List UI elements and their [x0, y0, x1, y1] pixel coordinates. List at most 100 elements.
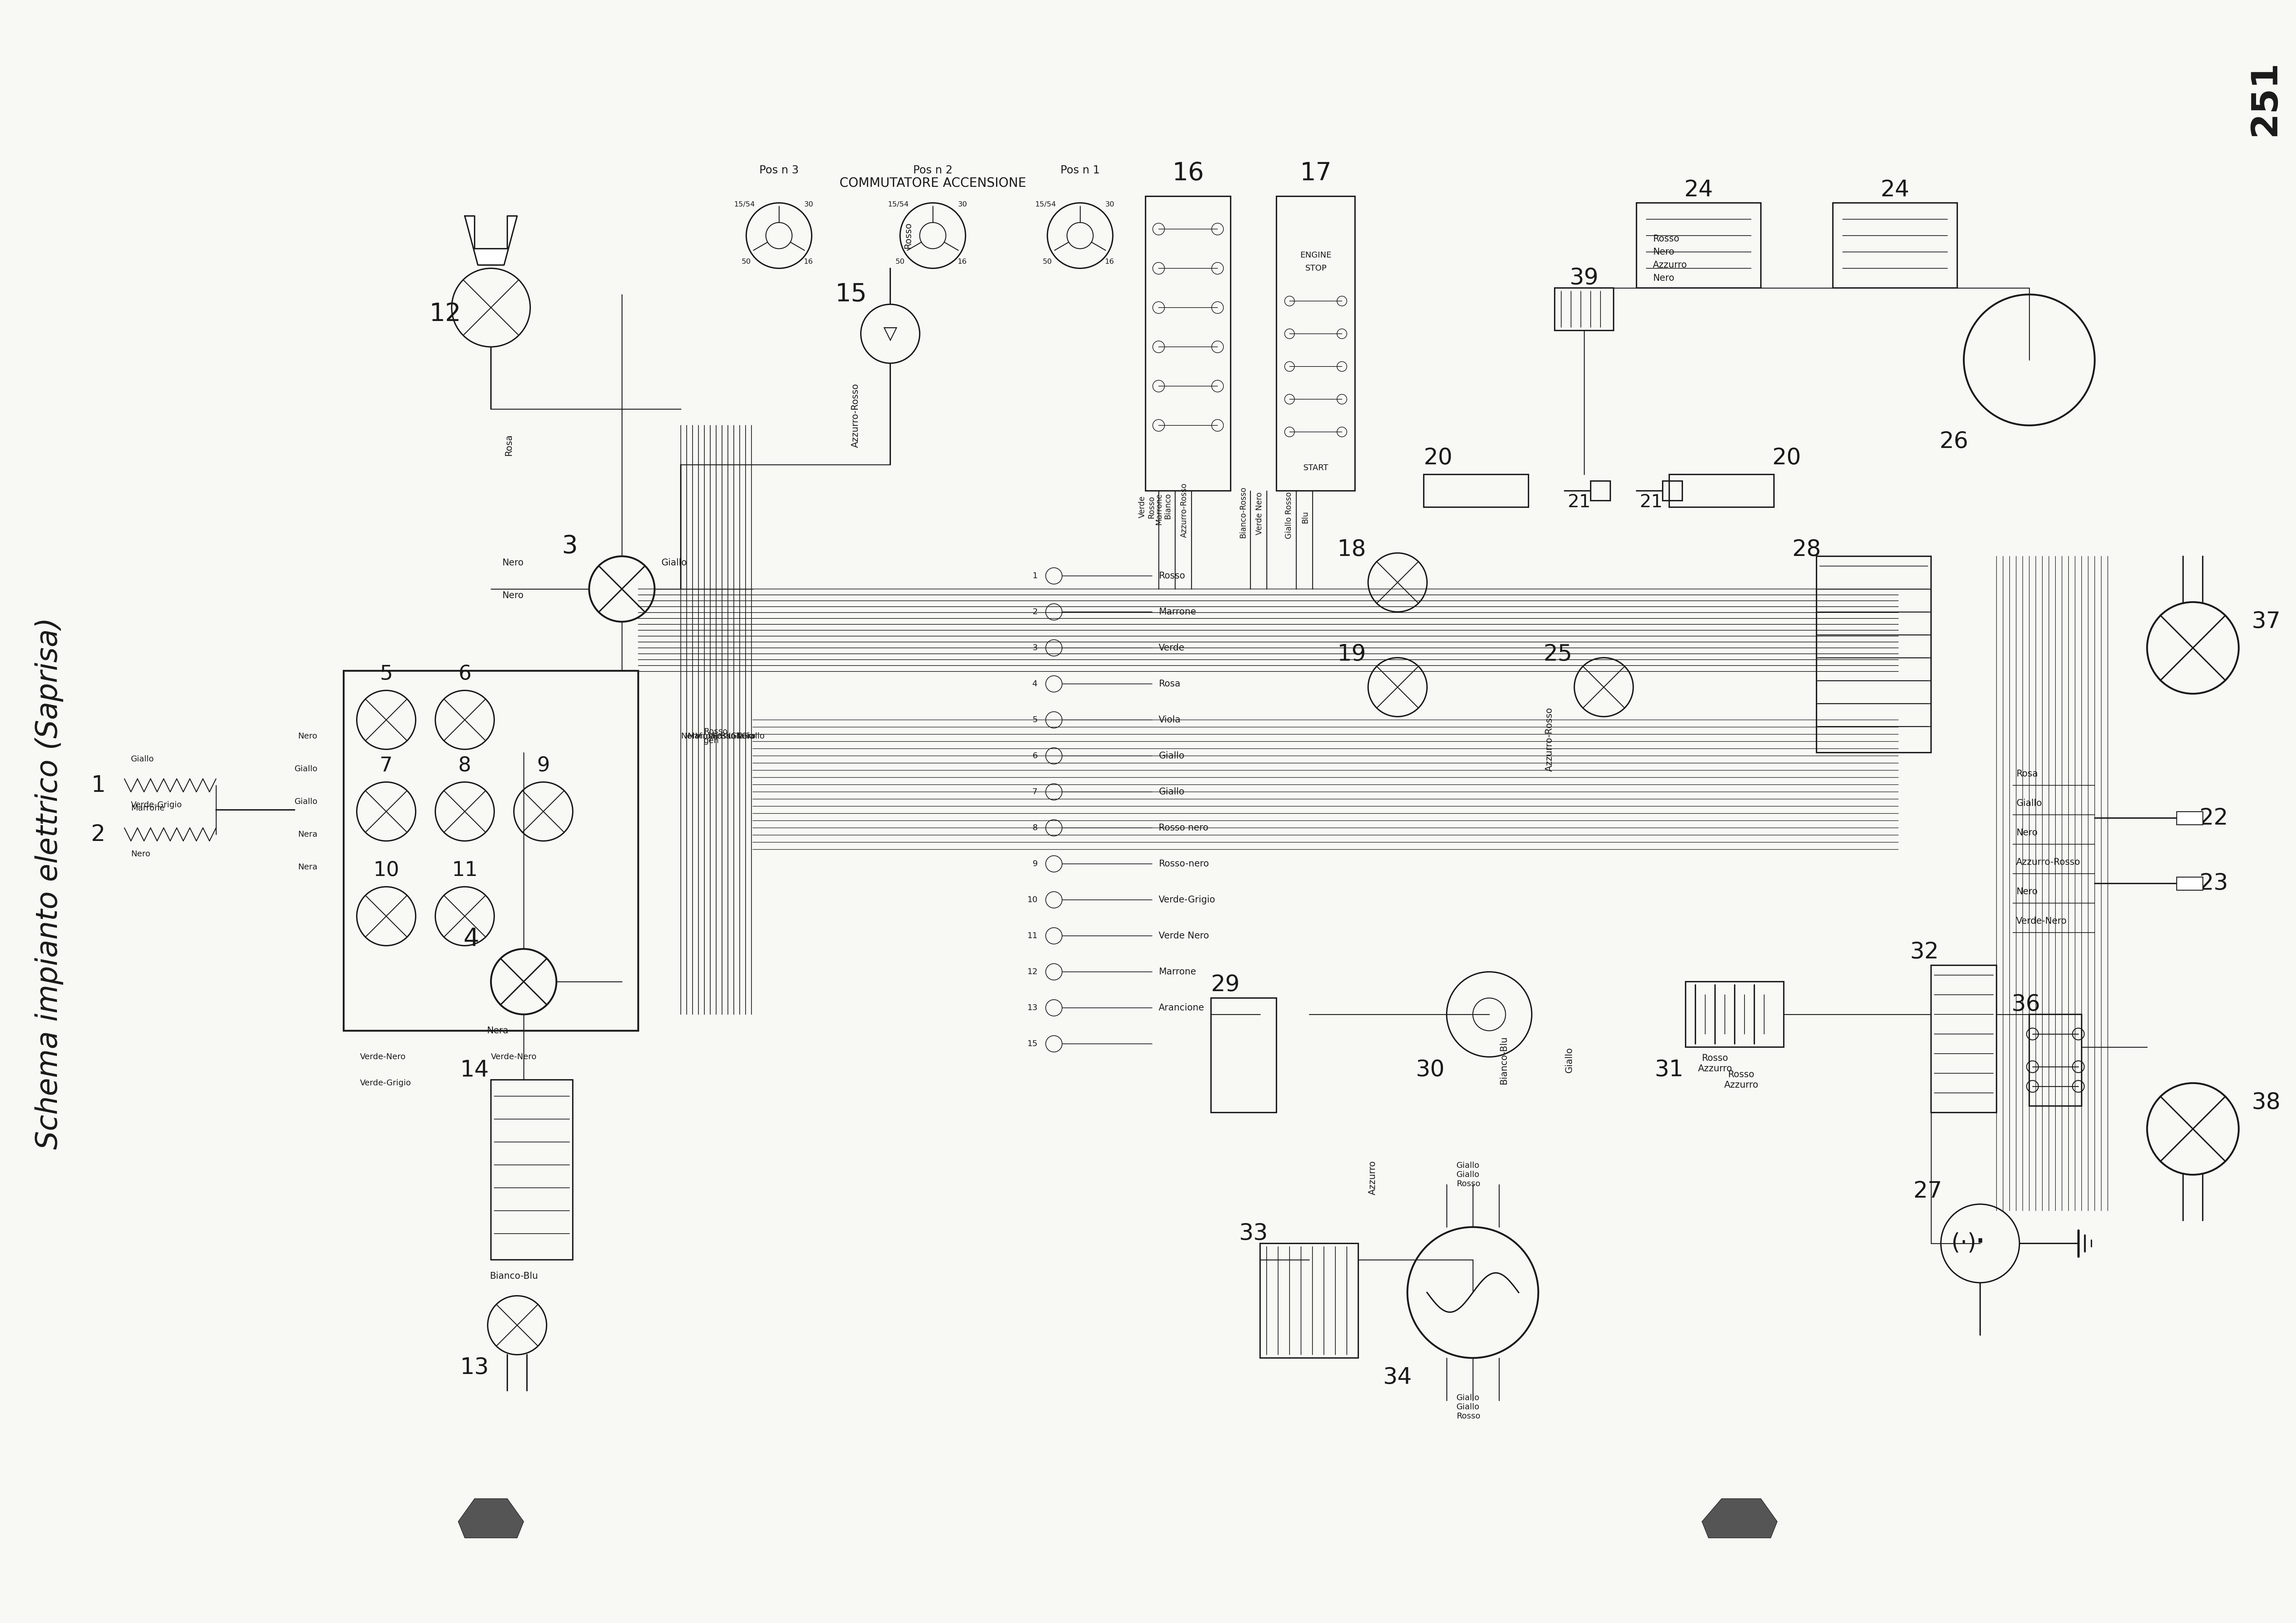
Text: 10: 10	[374, 860, 400, 880]
Text: 13: 13	[1026, 1005, 1038, 1011]
Text: Azzurro-Rosso: Azzurro-Rosso	[1180, 484, 1187, 537]
Text: Rosso: Rosso	[902, 222, 912, 248]
Text: Verde-Nero: Verde-Nero	[491, 1053, 537, 1061]
Bar	[491, 1079, 572, 1259]
Text: Rosa: Rosa	[505, 435, 514, 456]
Text: Rosso
Azzurro: Rosso Azzurro	[1697, 1053, 1731, 1073]
Text: 33: 33	[1240, 1222, 1267, 1245]
Text: Rosso: Rosso	[1653, 234, 1678, 243]
Text: Pos n 1: Pos n 1	[1061, 166, 1100, 175]
Bar	[1816, 557, 1931, 753]
Text: 4: 4	[464, 927, 480, 951]
Text: 2: 2	[92, 823, 106, 846]
Text: Schema impianto elettrico (Saprisa): Schema impianto elettrico (Saprisa)	[34, 617, 64, 1149]
Text: 30: 30	[804, 201, 813, 208]
Text: 19: 19	[1336, 643, 1366, 665]
Bar	[1685, 982, 1784, 1047]
Text: Rosso-nero: Rosso-nero	[1159, 859, 1210, 868]
Text: Verde Nero: Verde Nero	[1256, 492, 1263, 536]
Text: 8: 8	[1033, 824, 1038, 831]
Text: Giallo
Giallo
Rosso: Giallo Giallo Rosso	[1456, 1162, 1481, 1188]
Text: Giallo: Giallo	[294, 799, 317, 805]
Bar	[2177, 812, 2202, 824]
Text: Azzurro: Azzurro	[1653, 260, 1688, 269]
Text: Verde Nero: Verde Nero	[1159, 932, 1210, 940]
Text: 30: 30	[1417, 1060, 1444, 1081]
Text: Nero: Nero	[1653, 274, 1674, 282]
Text: 12: 12	[1026, 967, 1038, 975]
Text: Viola: Viola	[696, 732, 716, 740]
Text: Azzurro-Rosso: Azzurro-Rosso	[1545, 708, 1554, 771]
Polygon shape	[459, 1498, 523, 1539]
Text: 14: 14	[459, 1060, 489, 1081]
Text: 4: 4	[1033, 680, 1038, 688]
Text: Verde: Verde	[1159, 643, 1185, 652]
Bar	[1669, 474, 1775, 506]
Text: Nero: Nero	[298, 732, 317, 740]
Text: 24: 24	[1685, 179, 1713, 201]
Text: 11: 11	[1026, 932, 1038, 940]
Text: Giallo: Giallo	[1159, 751, 1185, 761]
Text: Verde-Grigio: Verde-Grigio	[1159, 896, 1215, 904]
Text: Giallo: Giallo	[1564, 1047, 1573, 1073]
Text: 50: 50	[1042, 258, 1052, 265]
Text: 25: 25	[1543, 643, 1573, 665]
Text: Nero: Nero	[682, 732, 700, 740]
Text: 15/54: 15/54	[889, 201, 909, 208]
Text: 26: 26	[1940, 430, 1968, 453]
Text: 3: 3	[563, 534, 579, 558]
Text: 6: 6	[1033, 751, 1038, 760]
Text: Rosso nero: Rosso nero	[1159, 823, 1208, 833]
Text: STOP: STOP	[1304, 265, 1327, 273]
Bar	[1554, 287, 1614, 331]
Text: 21: 21	[1568, 493, 1591, 511]
Text: 39: 39	[1570, 268, 1598, 289]
Text: 9: 9	[1033, 860, 1038, 868]
Text: (·): (·)	[1952, 1232, 1977, 1255]
Bar	[1591, 480, 1609, 500]
Text: Giallo: Giallo	[2016, 799, 2041, 808]
Text: Blu: Blu	[1302, 511, 1309, 523]
Text: Nero: Nero	[503, 591, 523, 601]
Text: 20: 20	[1773, 448, 1802, 469]
Text: 27: 27	[1913, 1180, 1942, 1203]
Text: START: START	[1304, 464, 1329, 472]
Polygon shape	[464, 216, 517, 265]
Text: 50: 50	[742, 258, 751, 265]
Text: 1: 1	[1033, 571, 1038, 579]
Text: 17: 17	[1300, 161, 1332, 185]
Text: Giallo: Giallo	[131, 755, 154, 763]
Text: Bianco-Rosso: Bianco-Rosso	[1240, 487, 1247, 537]
Text: Marrone: Marrone	[1159, 607, 1196, 617]
Bar	[1146, 196, 1231, 490]
Text: COMMUTATORE ACCENSIONE: COMMUTATORE ACCENSIONE	[840, 177, 1026, 190]
Text: 15/54: 15/54	[1035, 201, 1056, 208]
Text: Azzurro-Rosso: Azzurro-Rosso	[2016, 857, 2080, 867]
Bar	[2030, 1014, 2082, 1105]
Text: Verde-Nero: Verde-Nero	[2016, 917, 2066, 925]
Text: Rosso: Rosso	[712, 732, 735, 740]
Text: 16: 16	[1104, 258, 1114, 265]
Text: Rosa: Rosa	[2016, 769, 2039, 779]
Text: 32: 32	[1910, 941, 1940, 962]
Text: Marrone: Marrone	[687, 732, 721, 740]
Text: 23: 23	[2200, 873, 2229, 894]
Text: Pos n 3: Pos n 3	[760, 166, 799, 175]
Text: Marrone: Marrone	[131, 805, 165, 812]
Text: 30: 30	[957, 201, 967, 208]
Text: Verde-Grigio: Verde-Grigio	[131, 802, 181, 808]
Text: 50: 50	[895, 258, 905, 265]
Text: Giallo: Giallo	[294, 764, 317, 773]
Text: 34: 34	[1382, 1367, 1412, 1389]
Text: Rosso
Azzurro: Rosso Azzurro	[1724, 1070, 1759, 1089]
Text: Nero: Nero	[1653, 247, 1674, 256]
Bar	[1832, 203, 1956, 287]
Text: 7: 7	[1033, 787, 1038, 795]
Text: 20: 20	[1424, 448, 1453, 469]
Text: Arancione: Arancione	[1159, 1003, 1205, 1013]
Bar	[1210, 998, 1277, 1112]
Text: 13: 13	[459, 1357, 489, 1378]
Text: 36: 36	[2011, 993, 2041, 1016]
Bar	[1637, 203, 1761, 287]
Text: Rosso: Rosso	[1159, 571, 1185, 581]
